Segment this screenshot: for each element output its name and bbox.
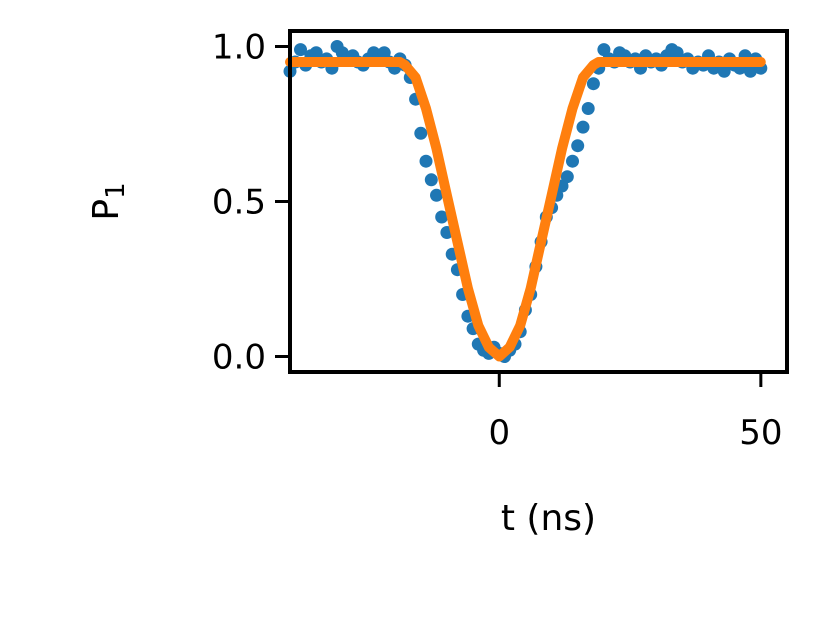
data-point <box>435 210 449 224</box>
y-tick-label: 0.5 <box>212 183 266 223</box>
axis-ticks: 0 50 0.0 0.5 1.0 <box>212 28 783 454</box>
data-point <box>424 173 438 187</box>
x-axis-label: t (ns) <box>501 498 596 539</box>
data-point <box>414 126 428 140</box>
data-point <box>743 64 757 78</box>
data-point <box>430 188 443 202</box>
data-point <box>294 43 307 57</box>
plot-area <box>283 40 768 363</box>
data-point <box>581 102 595 115</box>
plot-frame <box>288 29 789 374</box>
data-point <box>586 77 600 91</box>
x-tick-label: 50 <box>739 413 782 453</box>
data-point <box>576 120 590 134</box>
y-tick-label: 0.0 <box>212 338 266 378</box>
y-tick-label: 1.0 <box>212 28 266 68</box>
y-axis-label-subscript: 1 <box>101 182 131 199</box>
fit-line <box>285 57 766 362</box>
data-point <box>566 154 579 168</box>
y-axis-label: P1 <box>86 182 131 220</box>
y-axis-label-main: P <box>86 199 127 221</box>
x-tick-label: 0 <box>488 413 510 453</box>
data-point <box>571 139 585 153</box>
data-point <box>717 64 731 78</box>
data-point <box>560 170 574 184</box>
data-point <box>419 154 433 168</box>
